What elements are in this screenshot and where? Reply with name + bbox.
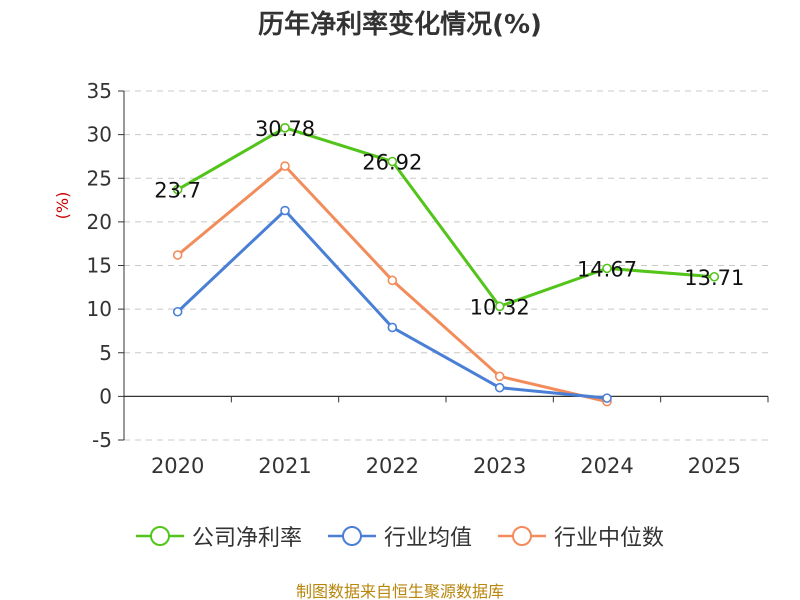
source-note: 制图数据来自恒生聚源数据库	[295, 582, 504, 600]
y-tick-label: -5	[92, 428, 112, 452]
x-tick-label: 2020	[151, 454, 204, 478]
data-point	[387, 275, 398, 286]
chart-legend: 公司净利率 行业均值 行业中位数	[0, 520, 800, 552]
y-tick-label: 0	[99, 384, 112, 408]
y-tick-label: 35	[87, 79, 112, 103]
data-point	[602, 263, 612, 274]
x-tick-label: 2022	[366, 454, 419, 478]
legend-swatch	[498, 526, 546, 546]
legend-item[interactable]: 行业中位数	[498, 520, 664, 552]
data-point	[172, 184, 183, 195]
data-label: 10.32	[470, 295, 530, 319]
data-point	[494, 371, 505, 382]
data-point	[387, 322, 398, 333]
x-tick-label: 2021	[258, 454, 311, 478]
chart-title: 历年净利率变化情况(%)	[258, 10, 542, 40]
y-tick-label: 25	[87, 166, 112, 190]
data-point	[280, 123, 290, 133]
x-tick-label: 2025	[688, 454, 741, 478]
x-tick-label: 2023	[473, 454, 526, 478]
legend-item[interactable]: 公司净利率	[135, 520, 302, 552]
legend-swatch	[327, 526, 376, 546]
y-tick-label: 30	[87, 123, 112, 147]
data-label: 26.92	[362, 150, 422, 174]
legend-item[interactable]: 行业均值	[327, 520, 472, 552]
y-axis-label: (%)	[53, 192, 72, 220]
legend-marker	[512, 526, 532, 546]
data-point	[280, 161, 290, 171]
y-tick-label: 10	[87, 297, 112, 321]
y-tick-label: 5	[99, 341, 112, 365]
data-point	[172, 306, 183, 317]
legend-marker	[341, 526, 362, 546]
data-label: 30.78	[255, 117, 315, 141]
data-label: 23.7	[154, 179, 201, 203]
data-point	[387, 156, 398, 167]
x-tick-label: 2024	[580, 454, 633, 478]
data-point	[172, 250, 183, 260]
y-tick-label: 15	[87, 254, 112, 278]
series-line	[176, 126, 715, 308]
y-tick-label: 20	[87, 210, 112, 234]
data-label: 13.71	[684, 266, 744, 290]
data-label: 14.67	[577, 257, 637, 281]
legend-marker	[149, 526, 170, 546]
data-point	[494, 301, 505, 312]
series-line	[176, 209, 608, 400]
legend-swatch	[135, 526, 184, 546]
legend-label: 公司净利率	[191, 526, 302, 551]
legend-label: 行业均值	[383, 526, 472, 551]
data-point	[709, 271, 720, 282]
data-point	[602, 393, 612, 403]
data-point	[494, 382, 505, 393]
legend-label: 行业中位数	[554, 526, 665, 551]
data-point	[280, 205, 290, 216]
